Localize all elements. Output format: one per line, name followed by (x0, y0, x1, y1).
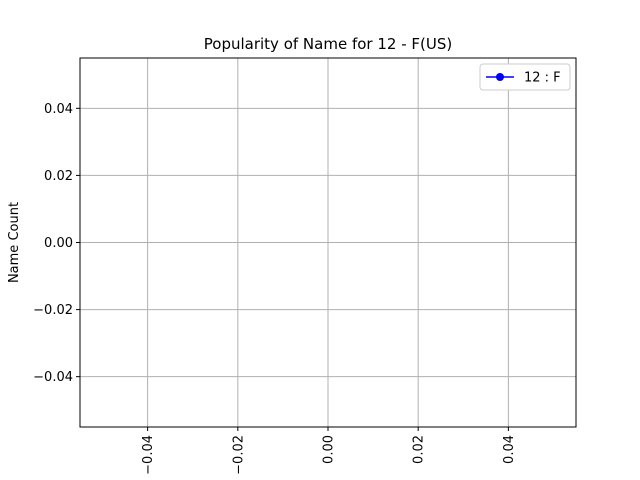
legend-box (479, 63, 571, 91)
y-tick-label: −0.04 (33, 370, 73, 385)
y-tick-label: 0.04 (44, 102, 73, 117)
x-tick-label: −0.04 (141, 435, 156, 475)
x-tick-label: 0.02 (412, 435, 427, 464)
y-tick-label: 0.00 (44, 236, 73, 251)
y-tick-label: −0.02 (33, 303, 73, 318)
y-axis: −0.04 −0.02 0.00 0.02 0.04 (33, 102, 80, 385)
y-axis-label: Name Count (7, 202, 22, 283)
legend-label-12-f: 12 : F (524, 71, 561, 86)
grid-lines (80, 58, 576, 427)
x-tick-label: 0.00 (322, 435, 337, 464)
x-tick-label: −0.02 (231, 435, 246, 475)
y-tick-label: 0.02 (44, 169, 73, 184)
chart-title: Popularity of Name for 12 - F(US) (204, 35, 452, 53)
legend-marker-12-f (496, 73, 504, 81)
legend: 12 : F (479, 63, 571, 91)
x-axis: −0.04 −0.02 0.00 0.02 0.04 (141, 427, 517, 475)
x-tick-label: 0.04 (502, 435, 517, 464)
